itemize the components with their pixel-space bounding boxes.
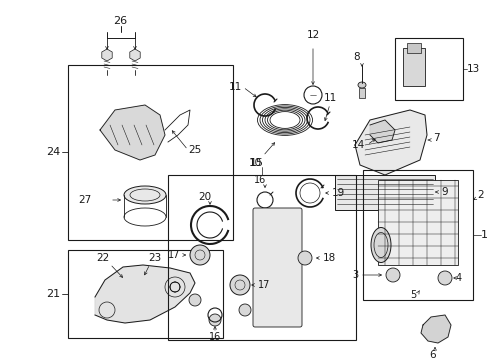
Text: 7: 7	[432, 133, 439, 143]
Bar	[362, 170, 472, 300]
Bar	[377, 180, 457, 265]
FancyBboxPatch shape	[252, 208, 302, 327]
Text: 5: 5	[409, 290, 415, 300]
Text: 19: 19	[331, 188, 345, 198]
Text: 8: 8	[353, 52, 360, 62]
Text: 16: 16	[253, 175, 265, 185]
Bar	[68, 65, 232, 240]
Circle shape	[208, 314, 221, 326]
Text: 6: 6	[429, 350, 435, 360]
Text: 25: 25	[187, 145, 201, 155]
Text: 17: 17	[167, 250, 180, 260]
Text: 16: 16	[208, 332, 221, 342]
Circle shape	[297, 251, 311, 265]
Circle shape	[189, 294, 201, 306]
Text: 9: 9	[440, 187, 447, 197]
Polygon shape	[369, 120, 394, 143]
Text: 12: 12	[306, 30, 319, 40]
Ellipse shape	[357, 82, 365, 88]
Bar	[394, 38, 462, 100]
Polygon shape	[420, 315, 450, 343]
Text: 23: 23	[148, 253, 161, 263]
Text: 2: 2	[476, 190, 483, 200]
Circle shape	[437, 271, 451, 285]
Text: 24: 24	[46, 147, 60, 157]
Circle shape	[190, 245, 209, 265]
Circle shape	[385, 268, 399, 282]
Text: 15: 15	[249, 158, 264, 168]
Text: 10: 10	[248, 158, 261, 168]
Text: 26: 26	[113, 16, 127, 26]
Text: 1: 1	[480, 230, 487, 240]
Ellipse shape	[124, 186, 165, 204]
Text: 13: 13	[466, 64, 479, 74]
Circle shape	[229, 275, 249, 295]
Text: 11: 11	[228, 82, 241, 92]
Text: 20: 20	[198, 192, 211, 202]
Text: 21: 21	[46, 289, 60, 299]
Text: 11: 11	[323, 93, 336, 103]
Text: 4: 4	[455, 273, 461, 283]
Text: 17: 17	[258, 280, 270, 290]
Bar	[334, 175, 434, 210]
Text: 22: 22	[96, 253, 109, 263]
Bar	[402, 48, 424, 86]
Text: 27: 27	[78, 195, 91, 205]
Bar	[406, 43, 420, 53]
Ellipse shape	[370, 228, 390, 262]
Polygon shape	[354, 110, 426, 175]
Text: 3: 3	[351, 270, 357, 280]
Polygon shape	[95, 265, 195, 323]
Text: 18: 18	[323, 253, 336, 263]
Polygon shape	[100, 105, 164, 160]
Bar	[358, 88, 364, 98]
Text: 14: 14	[351, 140, 364, 150]
Bar	[168, 175, 355, 340]
Bar	[68, 250, 223, 338]
Circle shape	[239, 304, 250, 316]
